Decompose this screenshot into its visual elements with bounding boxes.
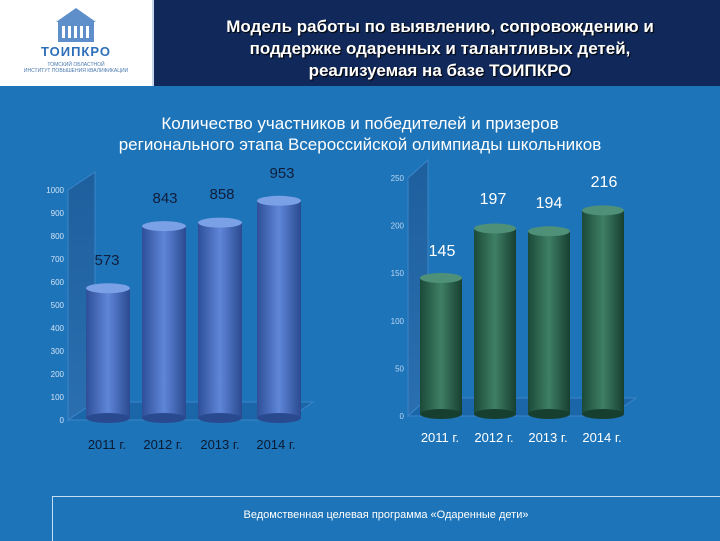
title-line1: Модель работы по выявлению, сопровождени… (226, 17, 654, 36)
logo-sub-line1: ТОМСКИЙ ОБЛАСТНОЙ (47, 62, 105, 68)
right-bar-base (474, 409, 516, 419)
left-category-label: 2013 г. (200, 437, 239, 452)
left-bar (198, 222, 242, 418)
right-bar-top (582, 205, 624, 216)
title-line3: реализуемая на базе ТОИПКРО (308, 61, 572, 80)
header-banner: ТОИПКРО ТОМСКИЙ ОБЛАСТНОЙ ИНСТИТУТ ПОВЫШ… (0, 0, 720, 86)
left-category-label: 2014 г. (256, 437, 295, 452)
footer-text: Ведомственная целевая программа «Одаренн… (243, 509, 529, 521)
logo-sub-line2: ИНСТИТУТ ПОВЫШЕНИЯ КВАЛИФИКАЦИИ (23, 68, 129, 74)
title-line2: поддержке одаренных и талантливых детей, (249, 39, 631, 58)
left-bar-base (257, 413, 301, 423)
left-data-label: 573 (94, 252, 119, 269)
right-ytick-label: 250 (391, 174, 405, 183)
left-ytick-label: 200 (51, 370, 65, 379)
right-bar (420, 277, 462, 414)
left-bar-base (142, 413, 186, 423)
right-ytick-label: 150 (391, 269, 405, 278)
left-bar (86, 288, 130, 418)
left-data-label: 843 (152, 190, 177, 207)
right-bar-top (420, 272, 462, 283)
right-bar (474, 228, 516, 414)
chart-title: Количество участников и победителей и пр… (0, 113, 720, 155)
left-category-label: 2012 г. (143, 437, 182, 452)
right-ytick-label: 100 (391, 317, 405, 326)
left-ytick-label: 900 (51, 209, 65, 218)
left-bar-top (257, 195, 301, 206)
subtitle-line1: Количество участников и победителей и пр… (161, 114, 559, 133)
building-icon (56, 8, 96, 42)
right-category-label: 2011 г. (421, 430, 459, 445)
right-data-label: 216 (591, 174, 618, 191)
footer-box (52, 496, 720, 541)
left-ytick-label: 0 (60, 416, 65, 425)
right-bar-top (474, 223, 516, 234)
subtitle-line2: регионального этапа Всероссийской олимпи… (118, 135, 602, 154)
left-ytick-label: 100 (51, 393, 65, 402)
right-bar-base (582, 409, 624, 419)
right-bar (582, 210, 624, 414)
left-ytick-label: 1000 (46, 186, 64, 195)
right-ytick-label: 0 (400, 412, 405, 421)
left-ytick-label: 300 (51, 347, 65, 356)
right-bar-base (528, 409, 570, 419)
logo-subtext: ТОМСКИЙ ОБЛАСТНОЙ ИНСТИТУТ ПОВЫШЕНИЯ КВА… (0, 62, 152, 74)
right-category-label: 2012 г. (474, 430, 513, 445)
page-title: Модель работы по выявлению, сопровождени… (160, 16, 720, 82)
right-bar-base (420, 409, 462, 419)
left-bar-top (142, 221, 186, 232)
logo-text: ТОИПКРО (41, 44, 111, 59)
left-bar (257, 200, 301, 418)
right-data-label: 197 (480, 191, 507, 208)
left-ytick-label: 800 (51, 232, 65, 241)
right-ytick-label: 50 (395, 364, 404, 373)
left-ytick-label: 700 (51, 255, 65, 264)
left-bar (142, 226, 186, 418)
right-ytick-label: 200 (391, 222, 405, 231)
right-bar (528, 231, 570, 414)
left-bar-top (86, 283, 130, 294)
left-ytick-label: 500 (51, 301, 65, 310)
right-category-label: 2013 г. (528, 430, 567, 445)
logo: ТОИПКРО ТОМСКИЙ ОБЛАСТНОЙ ИНСТИТУТ ПОВЫШ… (0, 0, 154, 86)
right-data-label: 194 (536, 195, 563, 212)
left-ytick-label: 400 (51, 324, 65, 333)
left-bar-base (198, 413, 242, 423)
left-data-label: 858 (209, 186, 234, 203)
left-bar-top (198, 217, 242, 228)
right-category-label: 2014 г. (582, 430, 621, 445)
left-bar-base (86, 413, 130, 423)
left-data-label: 953 (269, 165, 294, 182)
right-bar-top (528, 226, 570, 237)
left-ytick-label: 600 (51, 278, 65, 287)
right-data-label: 145 (429, 243, 456, 260)
left-category-label: 2011 г. (88, 437, 126, 452)
